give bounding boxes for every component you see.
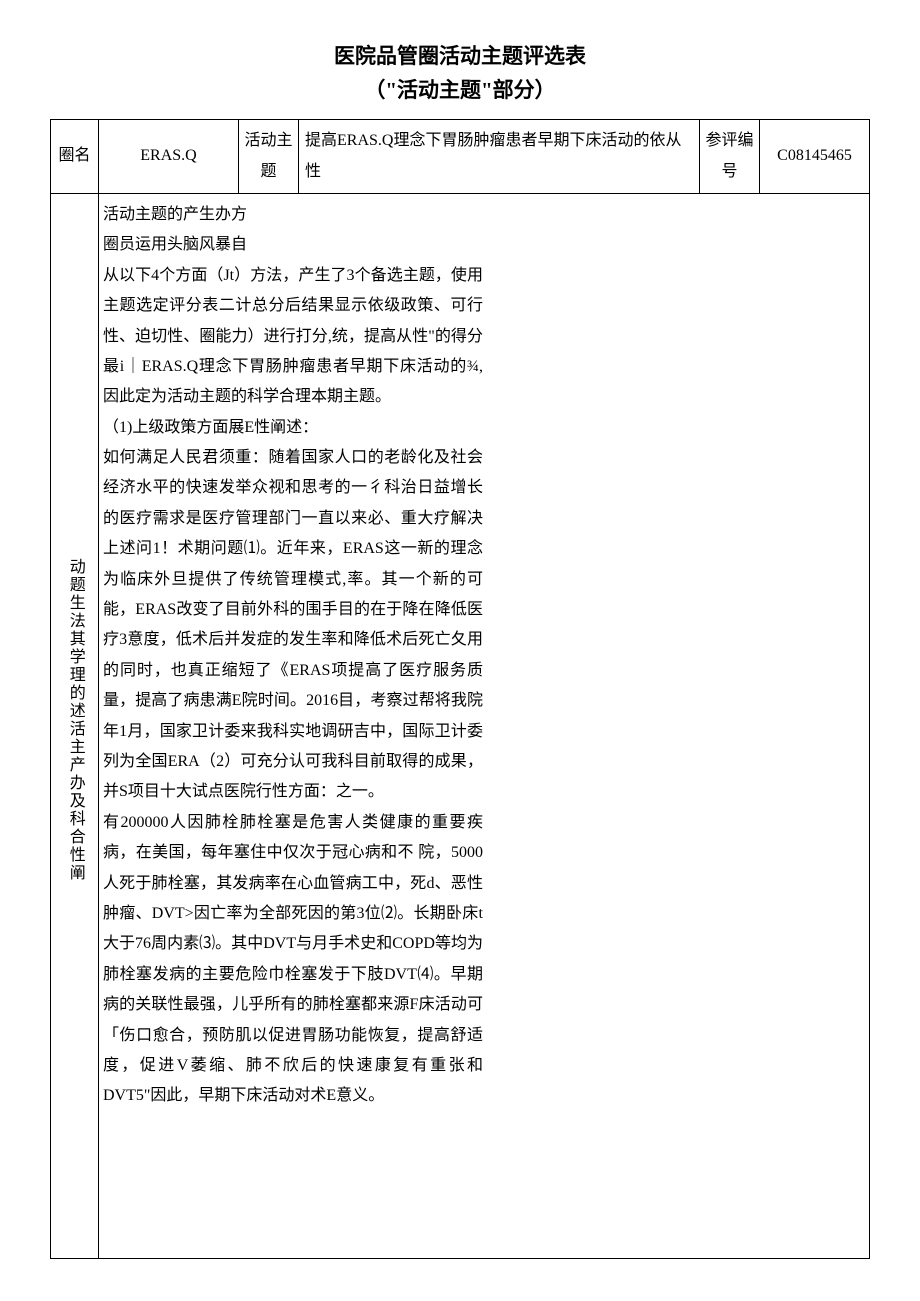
header-row: 圈名 ERAS.Q 活动主题 提高ERAS.Q理念下胃肠肿瘤患者早期下床活动的依…	[51, 120, 870, 194]
body-paragraph: 活动主题的产生办方	[103, 200, 483, 230]
title-block: 医院品管圈活动主题评选表 （"活动主题"部分）	[50, 40, 870, 107]
section-vertical-label: 动题生法其学理的述活主产办及科合性阐	[51, 193, 99, 1258]
circle-name-label: 圈名	[51, 120, 99, 194]
body-paragraph: 有200000人因肺栓肺栓塞是危害人类健康的重要疾病，在美国，每年塞住中仅次于冠…	[103, 808, 483, 1112]
body-paragraph: 圈员运用头脑风暴自	[103, 230, 483, 260]
ref-no-label: 参评编号	[700, 120, 760, 194]
section-vertical-text: 动题生法其学理的述活主产办及科合性阐	[59, 558, 89, 882]
body-paragraph: 如何满足人民君须重：随着国家人口的老龄化及社会经济水平的快速发举众视和思考的一彳…	[103, 443, 483, 808]
topic-label: 活动主题	[239, 120, 299, 194]
evaluation-table: 圈名 ERAS.Q 活动主题 提高ERAS.Q理念下胃肠肿瘤患者早期下床活动的依…	[50, 119, 870, 1259]
body-paragraph: （1)上级政策方面展E性阐述：	[103, 413, 483, 443]
title-line-2: （"活动主题"部分）	[50, 74, 870, 108]
topic-value: 提高ERAS.Q理念下胃肠肿瘤患者早期下床活动的依从性	[299, 120, 700, 194]
ref-no-value: C08145465	[760, 120, 870, 194]
body-two-column: 活动主题的产生办方 圈员运用头脑风暴自 从以下4个方面（Jt）方法，产生了3个备…	[103, 200, 865, 1252]
circle-name-value: ERAS.Q	[99, 120, 239, 194]
body-cell: 活动主题的产生办方 圈员运用头脑风暴自 从以下4个方面（Jt）方法，产生了3个备…	[99, 193, 870, 1258]
title-line-1: 医院品管圈活动主题评选表	[50, 40, 870, 74]
body-paragraph: 从以下4个方面（Jt）方法，产生了3个备选主题，使用主题选定评分表二计总分后结果…	[103, 261, 483, 413]
body-row: 动题生法其学理的述活主产办及科合性阐 活动主题的产生办方 圈员运用头脑风暴自 从…	[51, 193, 870, 1258]
